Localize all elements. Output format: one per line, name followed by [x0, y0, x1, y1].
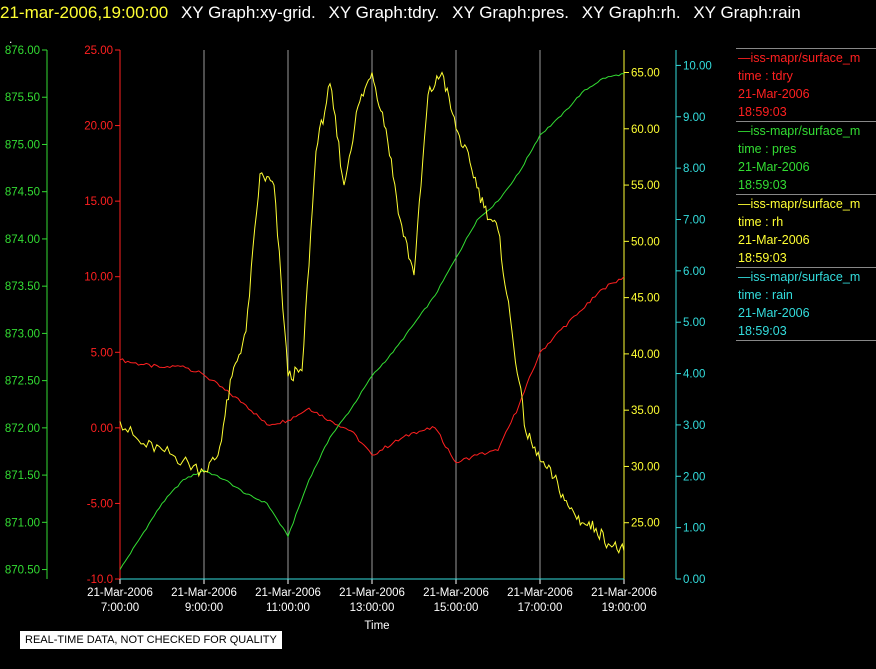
y-tick-label-pres: 871.50: [5, 470, 40, 482]
legend: —iss-mapr/surface_m time : tdry 21-Mar-2…: [736, 48, 876, 341]
legend-entry-rh[interactable]: —iss-mapr/surface_m time : rh 21-Mar-200…: [736, 194, 876, 268]
legend-date: 21-Mar-2006: [738, 306, 810, 320]
y-tick-label-rain: 1.00: [683, 523, 705, 535]
y-tick-label-pres: 870.50: [5, 565, 40, 577]
graph-title-rain: XY Graph:rain: [693, 3, 801, 22]
y-tick-label-rain: 4.00: [683, 369, 705, 381]
x-tick-label-date: 21-Mar-2006: [507, 587, 573, 599]
y-tick-label-pres: 873.00: [5, 328, 40, 340]
legend-date: 21-Mar-2006: [738, 160, 810, 174]
legend-time: 18:59:03: [738, 251, 787, 265]
x-tick-label-time: 7:00:00: [101, 602, 139, 614]
graph-title-tdry: XY Graph:tdry.: [328, 3, 440, 22]
x-tick-label-time: 19:00:00: [602, 602, 647, 614]
legend-entry-pres[interactable]: —iss-mapr/surface_m time : pres 21-Mar-2…: [736, 121, 876, 195]
y-tick-label-pres: 871.00: [5, 517, 40, 529]
y-tick-label-rain: 6.00: [683, 266, 705, 278]
y-tick-label-pres: 874.00: [5, 234, 40, 246]
y-tick-label-tdry: 25.00: [84, 45, 113, 57]
y-tick-label-tdry: -10.0: [87, 574, 113, 586]
series-line-pres: [119, 73, 625, 570]
y-tick-label-rain: 7.00: [683, 214, 705, 226]
x-axis-label: Time: [364, 620, 389, 632]
title-bar: 21-mar-2006,19:00:00 XY Graph:xy-grid. X…: [0, 0, 801, 28]
x-tick-label-date: 21-Mar-2006: [171, 587, 237, 599]
y-tick-label-tdry: 5.00: [91, 347, 113, 359]
legend-date: 21-Mar-2006: [738, 233, 810, 247]
y-tick-label-pres: 875.50: [5, 92, 40, 104]
y-tick-label-tdry: 15.00: [84, 196, 113, 208]
y-tick-label-pres: 874.50: [5, 187, 40, 199]
y-tick-label-rain: 9.00: [683, 112, 705, 124]
y-tick-label-rh: 35.00: [631, 405, 660, 417]
y-tick-label-rh: 45.00: [631, 293, 660, 305]
x-tick-label-date: 21-Mar-2006: [423, 587, 489, 599]
x-tick-label-date: 21-Mar-2006: [339, 587, 405, 599]
legend-source: —iss-mapr/surface_m: [738, 124, 861, 138]
y-tick-label-pres: 876.00: [5, 45, 40, 57]
y-tick-label-rh: 30.00: [631, 461, 660, 473]
y-tick-label-tdry: -5.00: [87, 498, 113, 510]
timestamp: 21-mar-2006,19:00:00: [0, 3, 169, 22]
series-line-rh: [119, 71, 625, 554]
legend-source: —iss-mapr/surface_m: [738, 197, 861, 211]
x-tick-label-time: 15:00:00: [434, 602, 479, 614]
y-tick-label-tdry: 10.00: [84, 272, 113, 284]
marker-dot: .: [9, 32, 13, 46]
series-line-tdry: [119, 276, 625, 464]
y-tick-label-rain: 5.00: [683, 317, 705, 329]
x-tick-label-time: 17:00:00: [518, 602, 563, 614]
legend-date: 21-Mar-2006: [738, 87, 810, 101]
y-tick-label-pres: 872.50: [5, 376, 40, 388]
x-tick-label-date: 21-Mar-2006: [255, 587, 321, 599]
y-tick-label-rain: 2.00: [683, 471, 705, 483]
graph-title-xy-grid: XY Graph:xy-grid.: [180, 3, 316, 22]
legend-time: 18:59:03: [738, 324, 787, 338]
legend-entry-rain[interactable]: —iss-mapr/surface_m time : rain 21-Mar-2…: [736, 267, 876, 341]
y-tick-label-rh: 60.00: [631, 124, 660, 136]
legend-field: time : rain: [738, 288, 793, 302]
y-tick-label-pres: 873.50: [5, 281, 40, 293]
legend-time: 18:59:03: [738, 178, 787, 192]
x-tick-label-date: 21-Mar-2006: [87, 587, 153, 599]
y-tick-label-pres: 875.00: [5, 139, 40, 151]
graph-title-rh: XY Graph:rh.: [581, 3, 681, 22]
legend-source: —iss-mapr/surface_m: [738, 51, 861, 65]
legend-source: —iss-mapr/surface_m: [738, 270, 861, 284]
y-tick-label-rh: 50.00: [631, 236, 660, 248]
legend-field: time : rh: [738, 215, 784, 229]
quality-warning-banner: REAL-TIME DATA, NOT CHECKED FOR QUALITY: [20, 631, 282, 649]
y-tick-label-rain: 8.00: [683, 163, 705, 175]
y-tick-label-rh: 40.00: [631, 349, 660, 361]
y-tick-label-pres: 872.00: [5, 423, 40, 435]
y-tick-label-rh: 65.00: [631, 68, 660, 80]
legend-entry-tdry[interactable]: —iss-mapr/surface_m time : tdry 21-Mar-2…: [736, 48, 876, 122]
y-tick-label-rain: 10.00: [683, 60, 712, 72]
y-tick-label-rain: 3.00: [683, 420, 705, 432]
legend-field: time : tdry: [738, 69, 793, 83]
y-tick-label-tdry: 0.00: [91, 423, 113, 435]
legend-time: 18:59:03: [738, 105, 787, 119]
x-tick-label-time: 11:00:00: [266, 602, 310, 614]
graph-title-pres: XY Graph:pres.: [452, 3, 569, 22]
x-tick-label-time: 13:00:00: [350, 602, 395, 614]
y-tick-label-tdry: 20.00: [84, 121, 113, 133]
y-tick-label-rain: 0.00: [683, 574, 705, 586]
y-tick-label-rh: 25.00: [631, 518, 660, 530]
x-tick-label-date: 21-Mar-2006: [591, 587, 657, 599]
legend-field: time : pres: [738, 142, 797, 156]
x-tick-label-time: 9:00:00: [185, 602, 223, 614]
y-tick-label-rh: 55.00: [631, 180, 660, 192]
